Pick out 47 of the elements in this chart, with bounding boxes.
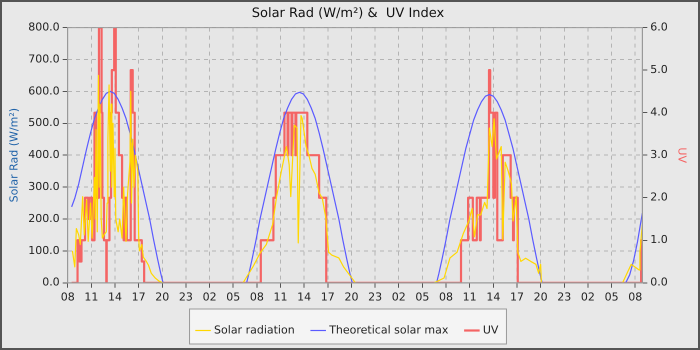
x-tick-label: 17 [132,290,146,304]
x-tick-label: 02 [580,290,595,304]
x-tick-label: 14 [108,290,122,304]
x-tick-label: 05 [226,290,240,304]
x-tick-label: 20 [534,290,548,304]
y2-tick-label: 1.0 [650,233,668,246]
x-tick-label: 23 [557,290,572,304]
x-tick-label: 14 [486,290,500,304]
x-tick-label: 05 [415,290,430,304]
x-tick-label: 23 [178,290,193,304]
y-tick-label: 200.0 [28,212,60,225]
y-tick-label: 500.0 [28,116,60,130]
x-tick-label: 08 [628,290,642,304]
y-tick-label: 300.0 [28,180,60,193]
legend-label: Solar radiation [214,323,295,336]
y2-tick-label: 5.0 [650,62,668,76]
x-tick-label: 14 [297,290,312,304]
x-tick-label: 17 [320,290,335,304]
y-axis-title: Solar Rad (W/m²) [7,108,20,202]
y-tick-label: 800.0 [28,20,60,34]
y2-tick-label: 2.0 [650,190,668,204]
x-tick-label: 02 [392,290,406,304]
x-tick-label: 11 [274,290,288,304]
y2-tick-label: 6.0 [650,20,668,34]
y2-tick-label: 4.0 [650,106,668,119]
x-tick-label: 08 [60,290,75,304]
y-tick-label: 600.0 [28,84,60,98]
x-tick-label: 20 [155,290,170,304]
y-tick-label: 0.0 [42,276,60,289]
x-tick-label: 23 [368,290,382,304]
y-tick-label: 100.0 [28,244,60,257]
y2-tick-label: 0.0 [650,276,668,289]
y-tick-label: 400.0 [28,148,60,162]
x-tick-label: 05 [604,290,619,304]
x-tick-label: 20 [344,290,358,304]
x-tick-label: 11 [462,290,477,304]
legend-label: UV [482,323,499,336]
y-tick-label: 700.0 [28,52,60,66]
x-tick-label: 11 [84,290,98,304]
y2-tick-label: 3.0 [650,148,668,162]
x-tick-label: 02 [202,290,217,304]
x-tick-label: 08 [250,290,264,304]
y2-axis-title: UV [676,147,689,164]
x-tick-label: 17 [510,290,524,304]
x-tick-label: 08 [439,290,454,304]
legend-label: Theoretical solar max [328,323,449,336]
chart-title: Solar Rad (W/m²) & UV Index [252,6,445,22]
